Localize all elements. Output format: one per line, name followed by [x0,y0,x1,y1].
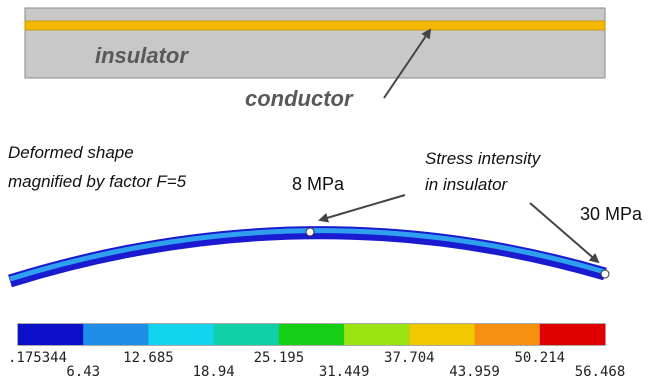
callout-label: Stress intensity [425,149,542,168]
point [601,270,609,278]
legend-tick-label: 56.468 [575,364,626,380]
callout-label: 8 MPa [292,174,345,194]
color-segment [475,324,541,345]
legend-tick-label: 37.704 [384,350,435,366]
page: insulator conductor Deformed shape magni… [0,0,665,383]
legend-tick-label: .175344 [8,350,67,366]
conductor-label: conductor [245,86,354,111]
color-segment [409,324,475,345]
arrow [320,195,405,220]
caption-line: magnified by factor F=5 [8,172,187,191]
legend-tick-label: 18.94 [193,364,235,380]
color-segment [540,324,606,345]
callout-label: 30 MPa [580,204,643,224]
legend-tick-label: 25.195 [254,350,305,366]
color-segment [279,324,345,345]
color-segment [344,324,410,345]
legend-tick-label: 50.214 [514,350,565,366]
conductor-layer [25,21,605,30]
color-segment [83,324,149,345]
callout-label: in insulator [425,175,509,194]
point [306,228,314,236]
insulator-label: insulator [95,43,189,68]
legend-tick-label: 12.685 [123,350,174,366]
legend-tick-label: 31.449 [319,364,370,380]
legend-tick-label: 43.959 [449,364,500,380]
color-segment [148,324,214,345]
color-segment [18,324,84,345]
figure: insulator conductor Deformed shape magni… [0,0,665,383]
color-segment [214,324,280,345]
caption-line: Deformed shape [8,143,134,162]
legend-tick-label: 6.43 [66,364,100,380]
